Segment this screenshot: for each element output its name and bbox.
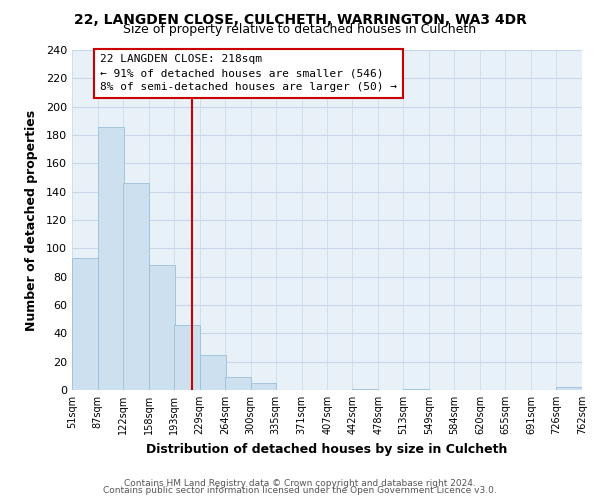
Bar [98,126,124,390]
Text: Size of property relative to detached houses in Culcheth: Size of property relative to detached ho… [124,22,476,36]
Text: Contains HM Land Registry data © Crown copyright and database right 2024.: Contains HM Land Registry data © Crown c… [124,478,476,488]
Bar [174,325,200,390]
Bar [556,387,582,390]
Y-axis label: Number of detached properties: Number of detached properties [25,110,38,330]
Text: 22 LANGDEN CLOSE: 218sqm
← 91% of detached houses are smaller (546)
8% of semi-d: 22 LANGDEN CLOSE: 218sqm ← 91% of detach… [100,54,397,92]
Bar [225,378,251,390]
Bar [200,354,226,390]
X-axis label: Distribution of detached houses by size in Culcheth: Distribution of detached houses by size … [146,442,508,456]
Text: Contains public sector information licensed under the Open Government Licence v3: Contains public sector information licen… [103,486,497,495]
Bar [403,388,429,390]
Bar [72,258,98,390]
Bar [123,183,149,390]
Text: 22, LANGDEN CLOSE, CULCHETH, WARRINGTON, WA3 4DR: 22, LANGDEN CLOSE, CULCHETH, WARRINGTON,… [74,12,526,26]
Bar [352,388,378,390]
Bar [149,266,175,390]
Bar [251,383,277,390]
